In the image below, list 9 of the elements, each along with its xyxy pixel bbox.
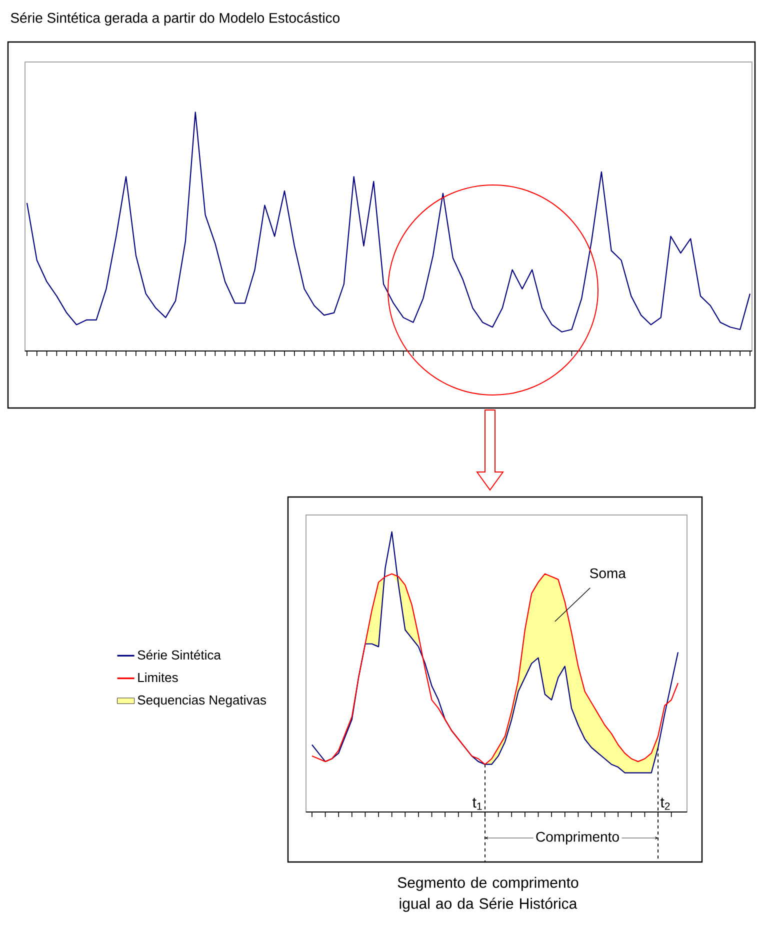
annotation: Soma — [590, 568, 626, 578]
chart-title: Série Sintética gerada a partir do Modelo Estocástico — [10, 12, 340, 26]
text: Comprimento — [536, 831, 619, 845]
annotation: t$_{2}$ — [660, 798, 670, 810]
legend-label: Sequencias Negativas — [138, 695, 266, 708]
annotation: t$_{1}$ — [472, 798, 482, 810]
legend-label: Série Sintética — [138, 650, 221, 660]
legend-label: Limites — [138, 672, 178, 682]
text: Segmento de comprimento igual ao da Série Histórica — [398, 876, 578, 912]
